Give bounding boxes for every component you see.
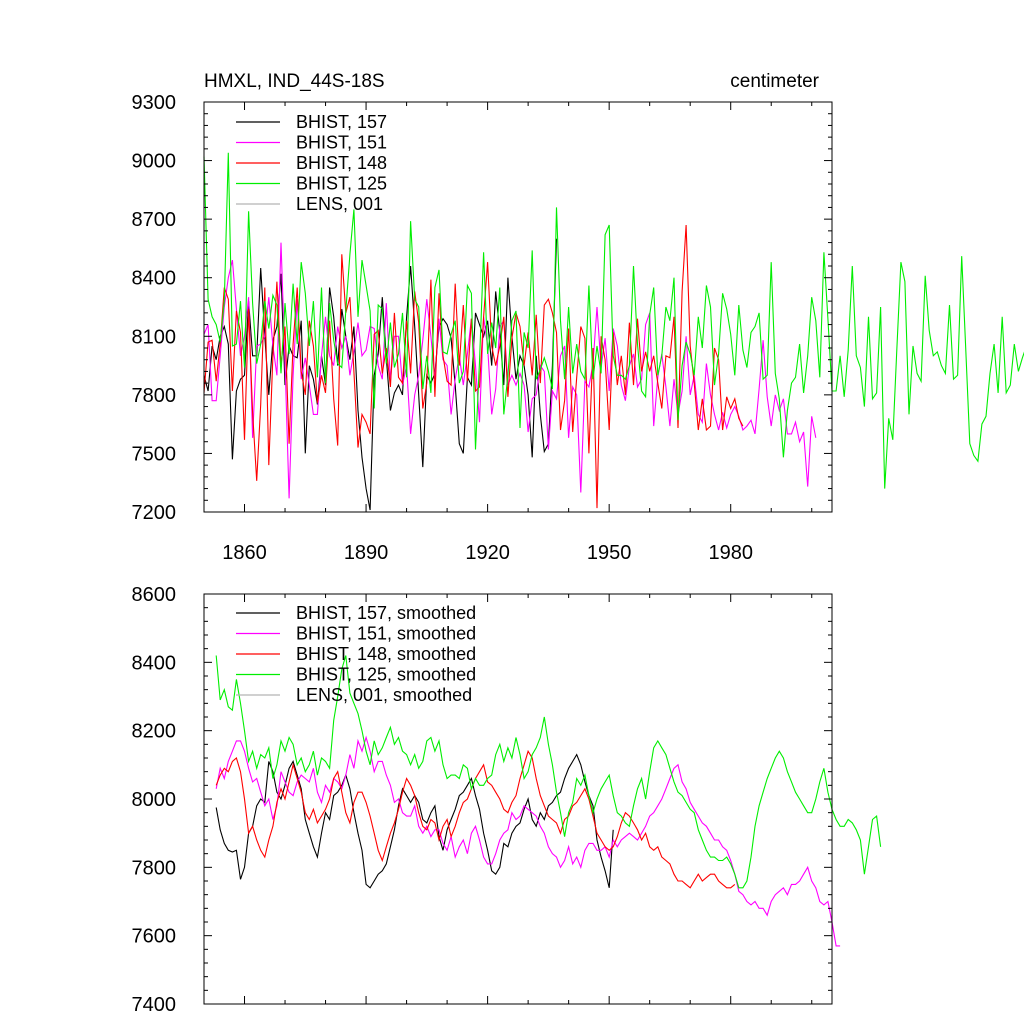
legend-label-2: BHIST, 151 [296, 133, 387, 153]
series-line-4 [203, 152, 1024, 489]
plot-frame [203, 101, 833, 513]
y-tick-label: 8700 [132, 209, 177, 231]
x-tick-label: 1920 [465, 542, 510, 564]
bottom-panel: 7400 7600 7800 8000 8200 8400 8600 BHIST, 157, … [132, 584, 882, 1016]
y-tick-label: 8600 [132, 584, 177, 606]
legend-label-1: BHIST, 157, smoothed [296, 603, 476, 623]
legend-label-1: BHIST, 157 [296, 112, 387, 132]
y-tick-label: 9000 [132, 151, 177, 173]
y-tick-label: 8400 [132, 268, 177, 290]
legend-label-5: LENS, 001 [296, 194, 383, 214]
x-tick-label: 1980 [708, 542, 753, 564]
y-tick-label: 8000 [132, 789, 177, 811]
legend-label-4: BHIST, 125 [296, 174, 387, 194]
y-tick-label: 7600 [132, 926, 177, 948]
y-tick-label: 7200 [132, 502, 177, 524]
legend-label-5: LENS, 001, smoothed [296, 685, 472, 705]
series-line-2 [203, 242, 817, 499]
legend-label-3: BHIST, 148 [296, 153, 387, 173]
top-panel: 7200 7500 7800 8100 8400 8700 9000 9300 1860 1890… [132, 92, 1024, 564]
series-line-2 [215, 735, 841, 947]
y-tick-label: 7400 [132, 994, 177, 1016]
units-label: centimeter [730, 71, 819, 92]
legend-label-2: BHIST, 151, smoothed [296, 624, 476, 644]
x-tick-label: 1860 [222, 542, 267, 564]
series-line-3 [215, 749, 736, 889]
chart-title: HMXL, IND_44S-18S [204, 71, 385, 92]
y-tick-label: 7800 [132, 385, 177, 407]
x-tick-label: 1890 [344, 542, 389, 564]
y-tick-label: 8100 [132, 326, 177, 348]
x-tick-label: 1950 [587, 542, 632, 564]
y-tick-label: 9300 [132, 92, 177, 114]
series-line-4 [215, 655, 882, 889]
y-tick-label: 8400 [132, 652, 177, 674]
y-tick-label: 7500 [132, 443, 177, 465]
y-tick-label: 7800 [132, 857, 177, 879]
legend-label-4: BHIST, 125, smoothed [296, 665, 476, 685]
legend-label-3: BHIST, 148, smoothed [296, 644, 476, 664]
y-tick-label: 8200 [132, 721, 177, 743]
